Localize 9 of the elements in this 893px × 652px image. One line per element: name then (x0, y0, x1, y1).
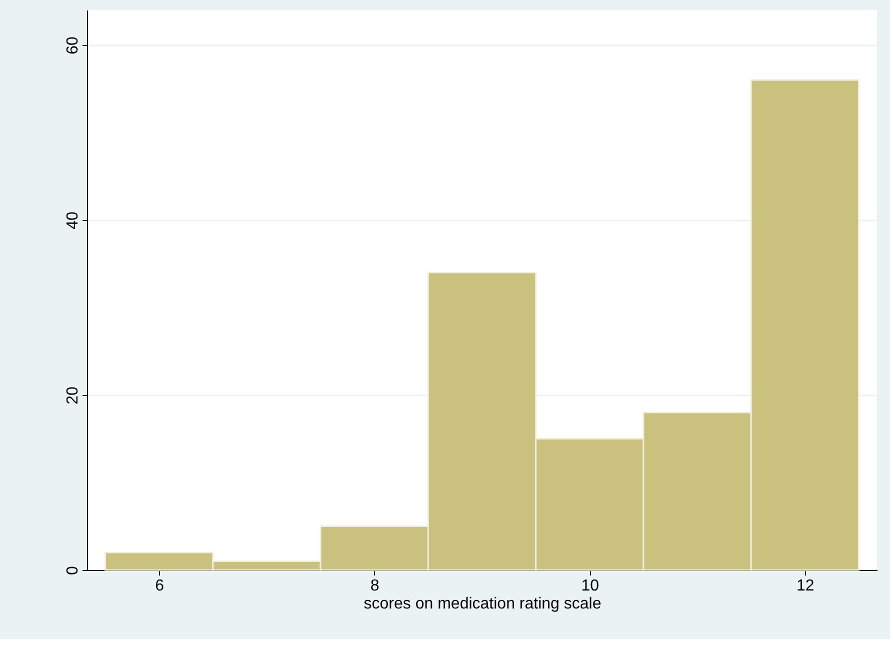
y-tick-label: 0 (64, 566, 82, 575)
x-axis-title: scores on medication rating scale (364, 596, 602, 612)
y-tick-label: 20 (64, 386, 82, 404)
x-tick-label: 10 (581, 578, 600, 594)
y-tick-label: 40 (64, 212, 82, 230)
y-tick-label: 60 (64, 36, 82, 54)
x-tick-label: 6 (155, 578, 164, 594)
x-tick-label: 12 (796, 578, 814, 594)
x-tick-label: 8 (370, 578, 380, 594)
